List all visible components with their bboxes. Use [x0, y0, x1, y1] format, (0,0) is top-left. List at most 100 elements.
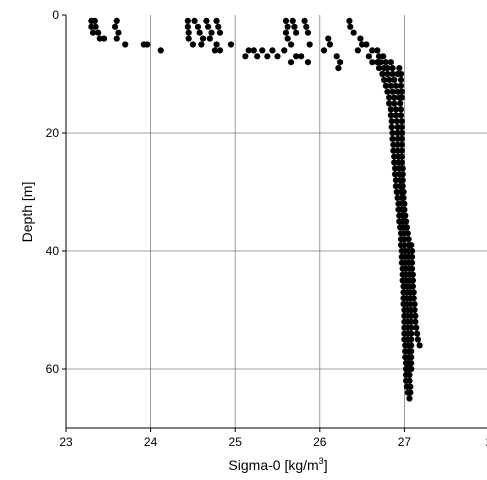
data-point — [185, 35, 192, 42]
x-tick-label: 25 — [229, 435, 243, 449]
data-point — [410, 295, 417, 302]
data-points — [88, 17, 423, 402]
data-point — [298, 53, 305, 60]
data-point — [408, 360, 415, 367]
data-point — [397, 100, 404, 107]
data-point — [398, 124, 405, 131]
data-point — [100, 35, 108, 42]
data-point — [408, 259, 416, 266]
data-point — [284, 35, 291, 42]
data-point — [389, 135, 396, 142]
data-point — [408, 253, 416, 260]
data-point — [365, 53, 372, 60]
data-point — [113, 17, 120, 24]
data-point — [282, 17, 290, 24]
data-point — [254, 53, 261, 60]
data-point — [333, 53, 340, 60]
data-point — [208, 29, 215, 36]
data-point — [242, 53, 249, 60]
grid-lines — [66, 15, 487, 428]
data-point — [391, 94, 398, 101]
data-point — [185, 29, 192, 36]
data-point — [408, 354, 415, 361]
data-point — [304, 29, 312, 36]
data-point — [397, 76, 405, 83]
data-point — [413, 330, 421, 337]
data-point — [389, 70, 396, 78]
data-point — [304, 59, 312, 66]
x-axis-label: Sigma-0 [kg/m3] — [228, 456, 327, 473]
y-axis-label: Depth [m] — [19, 182, 35, 243]
data-point — [413, 324, 420, 331]
data-point — [377, 59, 384, 66]
data-point — [388, 118, 395, 125]
data-point — [184, 23, 191, 30]
data-point — [402, 212, 409, 219]
data-point — [409, 277, 416, 284]
data-point — [400, 188, 407, 196]
data-point — [325, 35, 332, 42]
data-point — [412, 318, 419, 325]
data-point — [397, 112, 405, 119]
data-point — [91, 17, 98, 24]
data-point — [409, 271, 416, 278]
data-point — [216, 47, 224, 54]
data-point — [326, 41, 334, 48]
data-point — [184, 17, 191, 24]
data-point — [406, 395, 413, 402]
data-point — [398, 94, 405, 101]
data-point — [369, 47, 376, 54]
data-point — [287, 59, 295, 66]
data-point — [399, 171, 406, 178]
data-point — [387, 59, 394, 66]
data-point — [398, 141, 405, 148]
data-point — [393, 118, 400, 125]
data-point — [398, 147, 405, 154]
data-point — [264, 53, 271, 60]
data-point — [205, 23, 212, 30]
data-point — [95, 29, 102, 36]
data-point — [408, 342, 415, 349]
data-point — [113, 35, 120, 42]
data-point — [293, 53, 300, 60]
data-point — [392, 112, 400, 119]
data-point — [411, 306, 418, 314]
data-point — [92, 23, 99, 30]
data-point — [215, 23, 222, 30]
data-point — [403, 224, 411, 231]
data-point — [401, 206, 408, 213]
data-point — [303, 23, 310, 30]
data-point — [387, 106, 394, 113]
data-point — [216, 29, 224, 36]
data-point — [357, 35, 364, 42]
data-point — [411, 301, 418, 308]
data-point — [397, 106, 405, 113]
data-point — [392, 82, 400, 89]
data-point — [335, 65, 342, 72]
y-tick-label: 40 — [46, 244, 60, 258]
data-point — [409, 283, 416, 290]
data-point — [386, 94, 393, 101]
data-point — [363, 41, 370, 48]
data-point — [387, 82, 394, 89]
data-point — [397, 82, 405, 89]
data-point — [404, 230, 411, 237]
data-point — [391, 100, 398, 107]
data-point — [347, 23, 354, 30]
data-point — [157, 47, 164, 54]
data-point — [293, 29, 300, 36]
data-point — [189, 41, 196, 48]
data-point — [384, 88, 391, 95]
data-point — [259, 47, 266, 54]
data-point — [274, 53, 281, 60]
data-point — [289, 17, 296, 24]
y-tick-label: 0 — [52, 8, 59, 22]
data-point — [386, 100, 393, 107]
data-point — [213, 41, 220, 48]
data-point — [250, 47, 257, 54]
data-point — [408, 330, 415, 337]
data-point — [111, 23, 119, 30]
data-point — [408, 365, 415, 373]
data-point — [291, 23, 298, 30]
